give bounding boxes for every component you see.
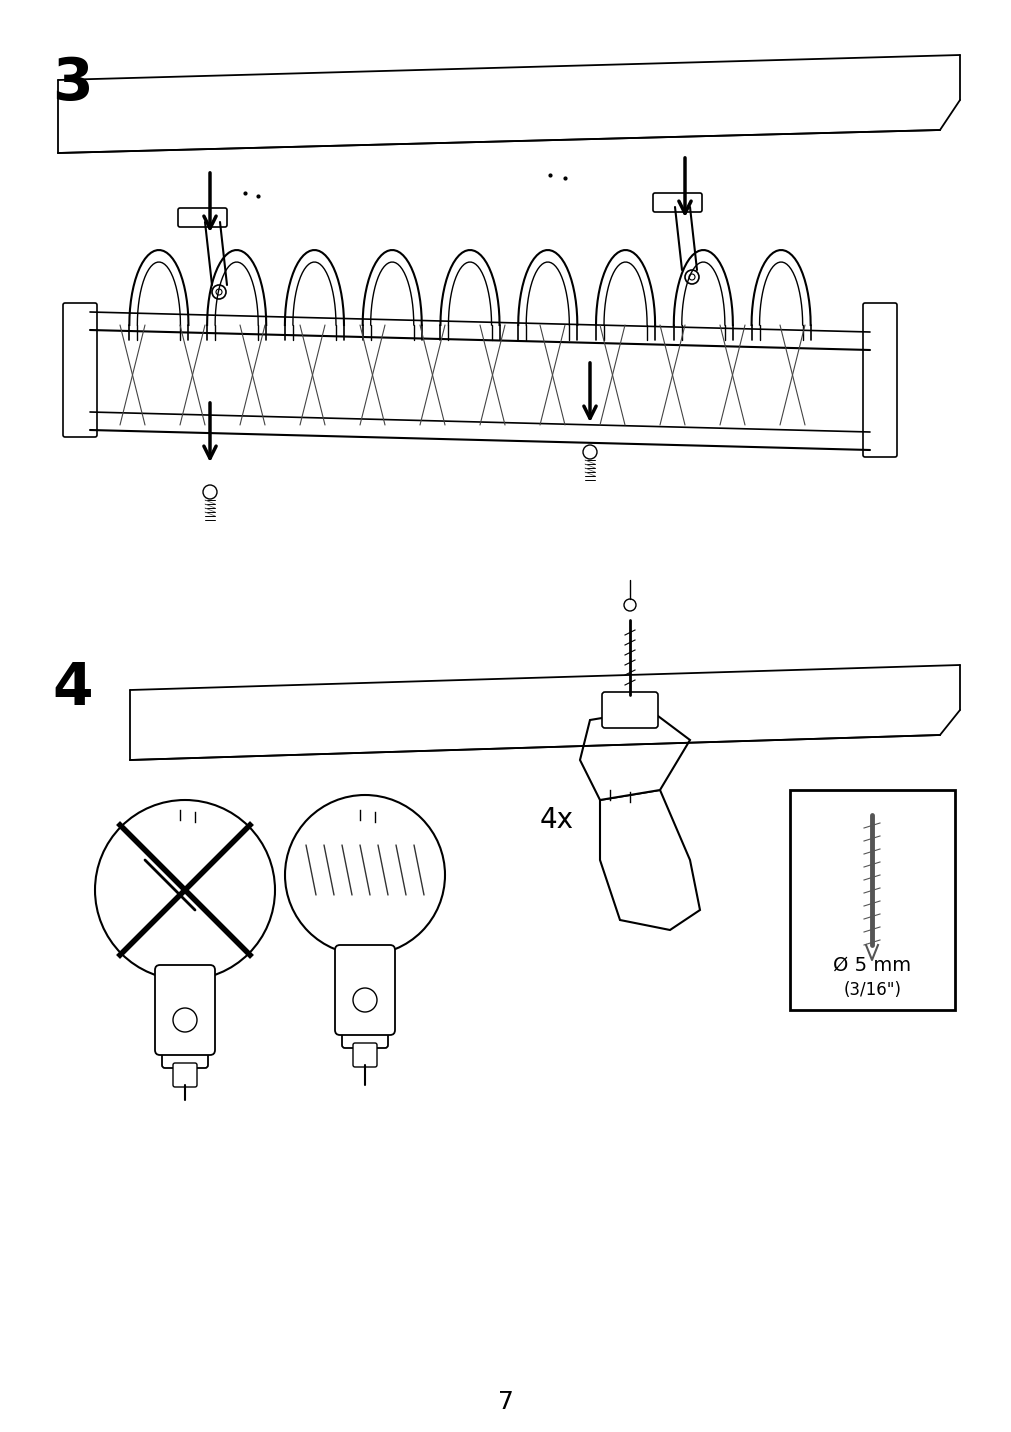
Circle shape xyxy=(582,445,596,460)
Circle shape xyxy=(95,800,275,979)
Circle shape xyxy=(624,599,635,611)
Circle shape xyxy=(215,289,221,295)
Circle shape xyxy=(211,285,225,299)
FancyBboxPatch shape xyxy=(162,1022,208,1068)
FancyBboxPatch shape xyxy=(790,790,954,1010)
FancyBboxPatch shape xyxy=(652,193,702,212)
FancyBboxPatch shape xyxy=(602,692,657,727)
Text: 4: 4 xyxy=(52,660,93,717)
Text: Ø 5 mm: Ø 5 mm xyxy=(833,955,911,975)
Circle shape xyxy=(688,274,695,281)
Circle shape xyxy=(353,988,377,1012)
Circle shape xyxy=(285,795,445,955)
Text: 3: 3 xyxy=(52,54,93,112)
FancyBboxPatch shape xyxy=(155,965,214,1055)
FancyBboxPatch shape xyxy=(63,304,97,437)
FancyBboxPatch shape xyxy=(342,1002,387,1048)
Circle shape xyxy=(203,485,216,498)
FancyBboxPatch shape xyxy=(353,1042,377,1067)
FancyBboxPatch shape xyxy=(862,304,896,457)
FancyBboxPatch shape xyxy=(178,208,226,228)
Text: (3/16"): (3/16") xyxy=(842,981,901,1000)
Circle shape xyxy=(173,1008,197,1032)
Text: 7: 7 xyxy=(497,1390,514,1413)
FancyBboxPatch shape xyxy=(335,945,394,1035)
Polygon shape xyxy=(600,790,700,929)
Circle shape xyxy=(684,271,699,284)
Text: 4x: 4x xyxy=(540,806,573,833)
FancyBboxPatch shape xyxy=(173,1063,197,1087)
Polygon shape xyxy=(579,710,690,800)
